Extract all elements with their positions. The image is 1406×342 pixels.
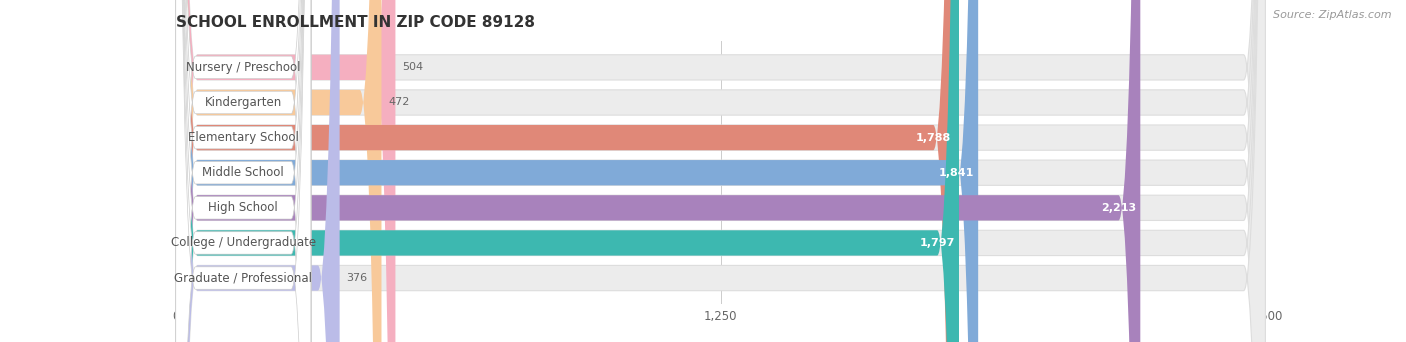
FancyBboxPatch shape [176,0,1265,342]
Text: 1,841: 1,841 [938,168,974,178]
FancyBboxPatch shape [176,0,959,342]
FancyBboxPatch shape [176,0,311,342]
FancyBboxPatch shape [176,0,311,342]
FancyBboxPatch shape [176,0,381,342]
Text: 2,213: 2,213 [1101,203,1136,213]
Text: Graduate / Professional: Graduate / Professional [174,272,312,285]
Text: College / Undergraduate: College / Undergraduate [170,236,316,249]
Text: Kindergarten: Kindergarten [205,96,283,109]
Text: 504: 504 [402,62,423,73]
FancyBboxPatch shape [176,0,1265,342]
FancyBboxPatch shape [176,0,979,342]
FancyBboxPatch shape [176,0,311,342]
FancyBboxPatch shape [176,0,1140,342]
Text: 1,788: 1,788 [915,133,950,143]
FancyBboxPatch shape [176,0,1265,342]
Text: 472: 472 [388,97,409,107]
Text: 376: 376 [346,273,367,283]
Text: 1,797: 1,797 [920,238,955,248]
Text: SCHOOL ENROLLMENT IN ZIP CODE 89128: SCHOOL ENROLLMENT IN ZIP CODE 89128 [176,15,534,30]
FancyBboxPatch shape [176,0,311,342]
Text: Elementary School: Elementary School [188,131,298,144]
FancyBboxPatch shape [176,0,1265,342]
FancyBboxPatch shape [176,0,311,342]
FancyBboxPatch shape [176,0,311,342]
FancyBboxPatch shape [176,0,1265,342]
FancyBboxPatch shape [176,0,340,342]
FancyBboxPatch shape [176,0,395,342]
FancyBboxPatch shape [176,0,1265,342]
FancyBboxPatch shape [176,0,1265,342]
Text: High School: High School [208,201,278,214]
Text: Source: ZipAtlas.com: Source: ZipAtlas.com [1274,10,1392,20]
Text: Nursery / Preschool: Nursery / Preschool [186,61,301,74]
FancyBboxPatch shape [176,0,955,342]
Text: Middle School: Middle School [202,166,284,179]
FancyBboxPatch shape [176,0,311,342]
